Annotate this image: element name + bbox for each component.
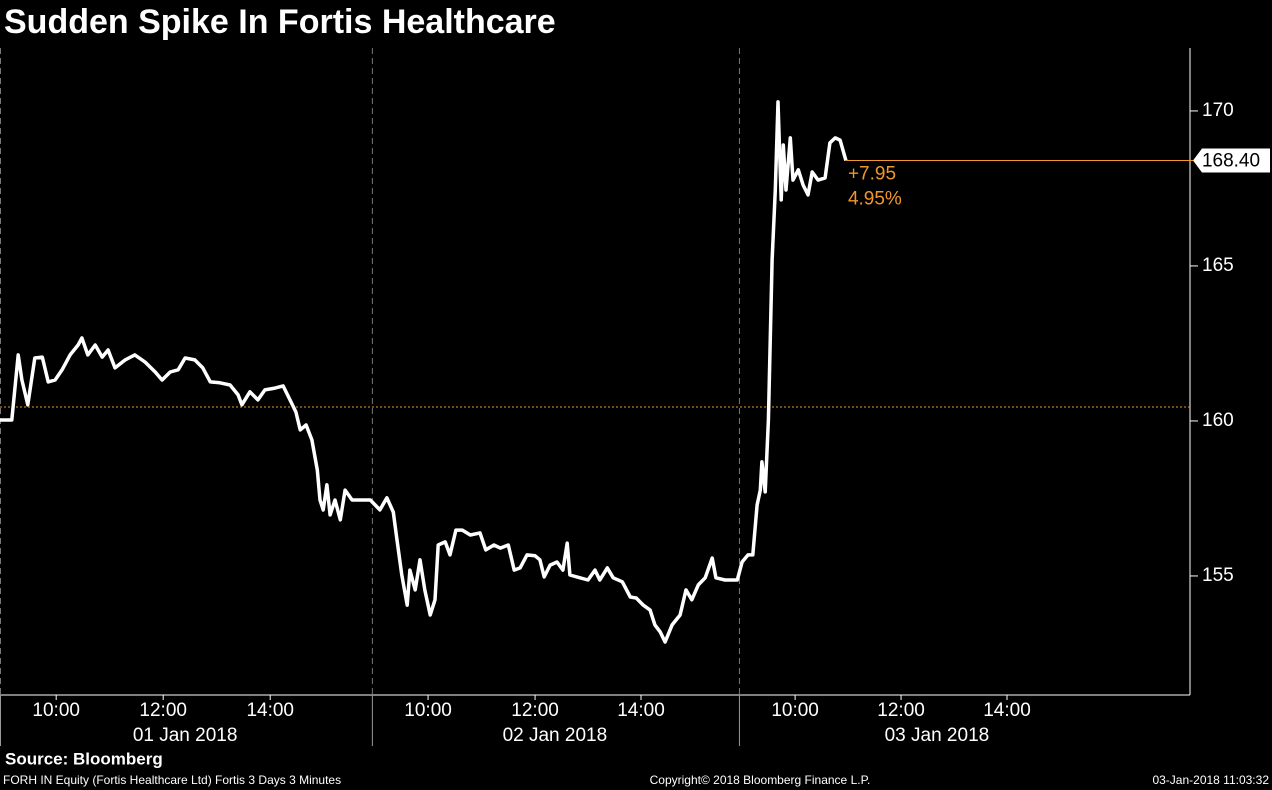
x-tick-label: 10:00 bbox=[404, 700, 452, 721]
x-tick-label: 14:00 bbox=[617, 700, 665, 721]
x-tick-label: 14:00 bbox=[246, 700, 294, 721]
footer-left: FORH IN Equity (Fortis Healthcare Ltd) F… bbox=[3, 773, 341, 787]
y-tick-label: 155 bbox=[1202, 565, 1234, 586]
day-label: 03 Jan 2018 bbox=[885, 725, 990, 746]
y-tick-label: 160 bbox=[1202, 410, 1234, 431]
x-tick-label: 12:00 bbox=[877, 700, 925, 721]
x-tick-label: 10:00 bbox=[32, 700, 80, 721]
x-tick-label: 10:00 bbox=[771, 700, 819, 721]
x-tick-label: 12:00 bbox=[139, 700, 187, 721]
last-price-box bbox=[1193, 148, 1270, 173]
day-label: 02 Jan 2018 bbox=[503, 725, 608, 746]
footer-center: Copyright© 2018 Bloomberg Finance L.P. bbox=[650, 773, 871, 787]
source: Source: Bloomberg bbox=[5, 749, 163, 768]
change-pct-label: 4.95% bbox=[848, 189, 902, 210]
last-price-label: 168.40 bbox=[1202, 151, 1260, 172]
x-tick-label: 14:00 bbox=[983, 700, 1031, 721]
price-line bbox=[0, 100, 848, 644]
chart-title: Sudden Spike In Fortis Healthcare bbox=[4, 3, 556, 41]
change-label: +7.95 bbox=[848, 164, 896, 185]
y-tick-label: 170 bbox=[1202, 100, 1234, 121]
x-tick-label: 12:00 bbox=[511, 700, 559, 721]
y-tick-label: 165 bbox=[1202, 255, 1234, 276]
day-label: 01 Jan 2018 bbox=[133, 725, 238, 746]
footer-right: 03-Jan-2018 11:03:32 bbox=[1152, 773, 1269, 787]
